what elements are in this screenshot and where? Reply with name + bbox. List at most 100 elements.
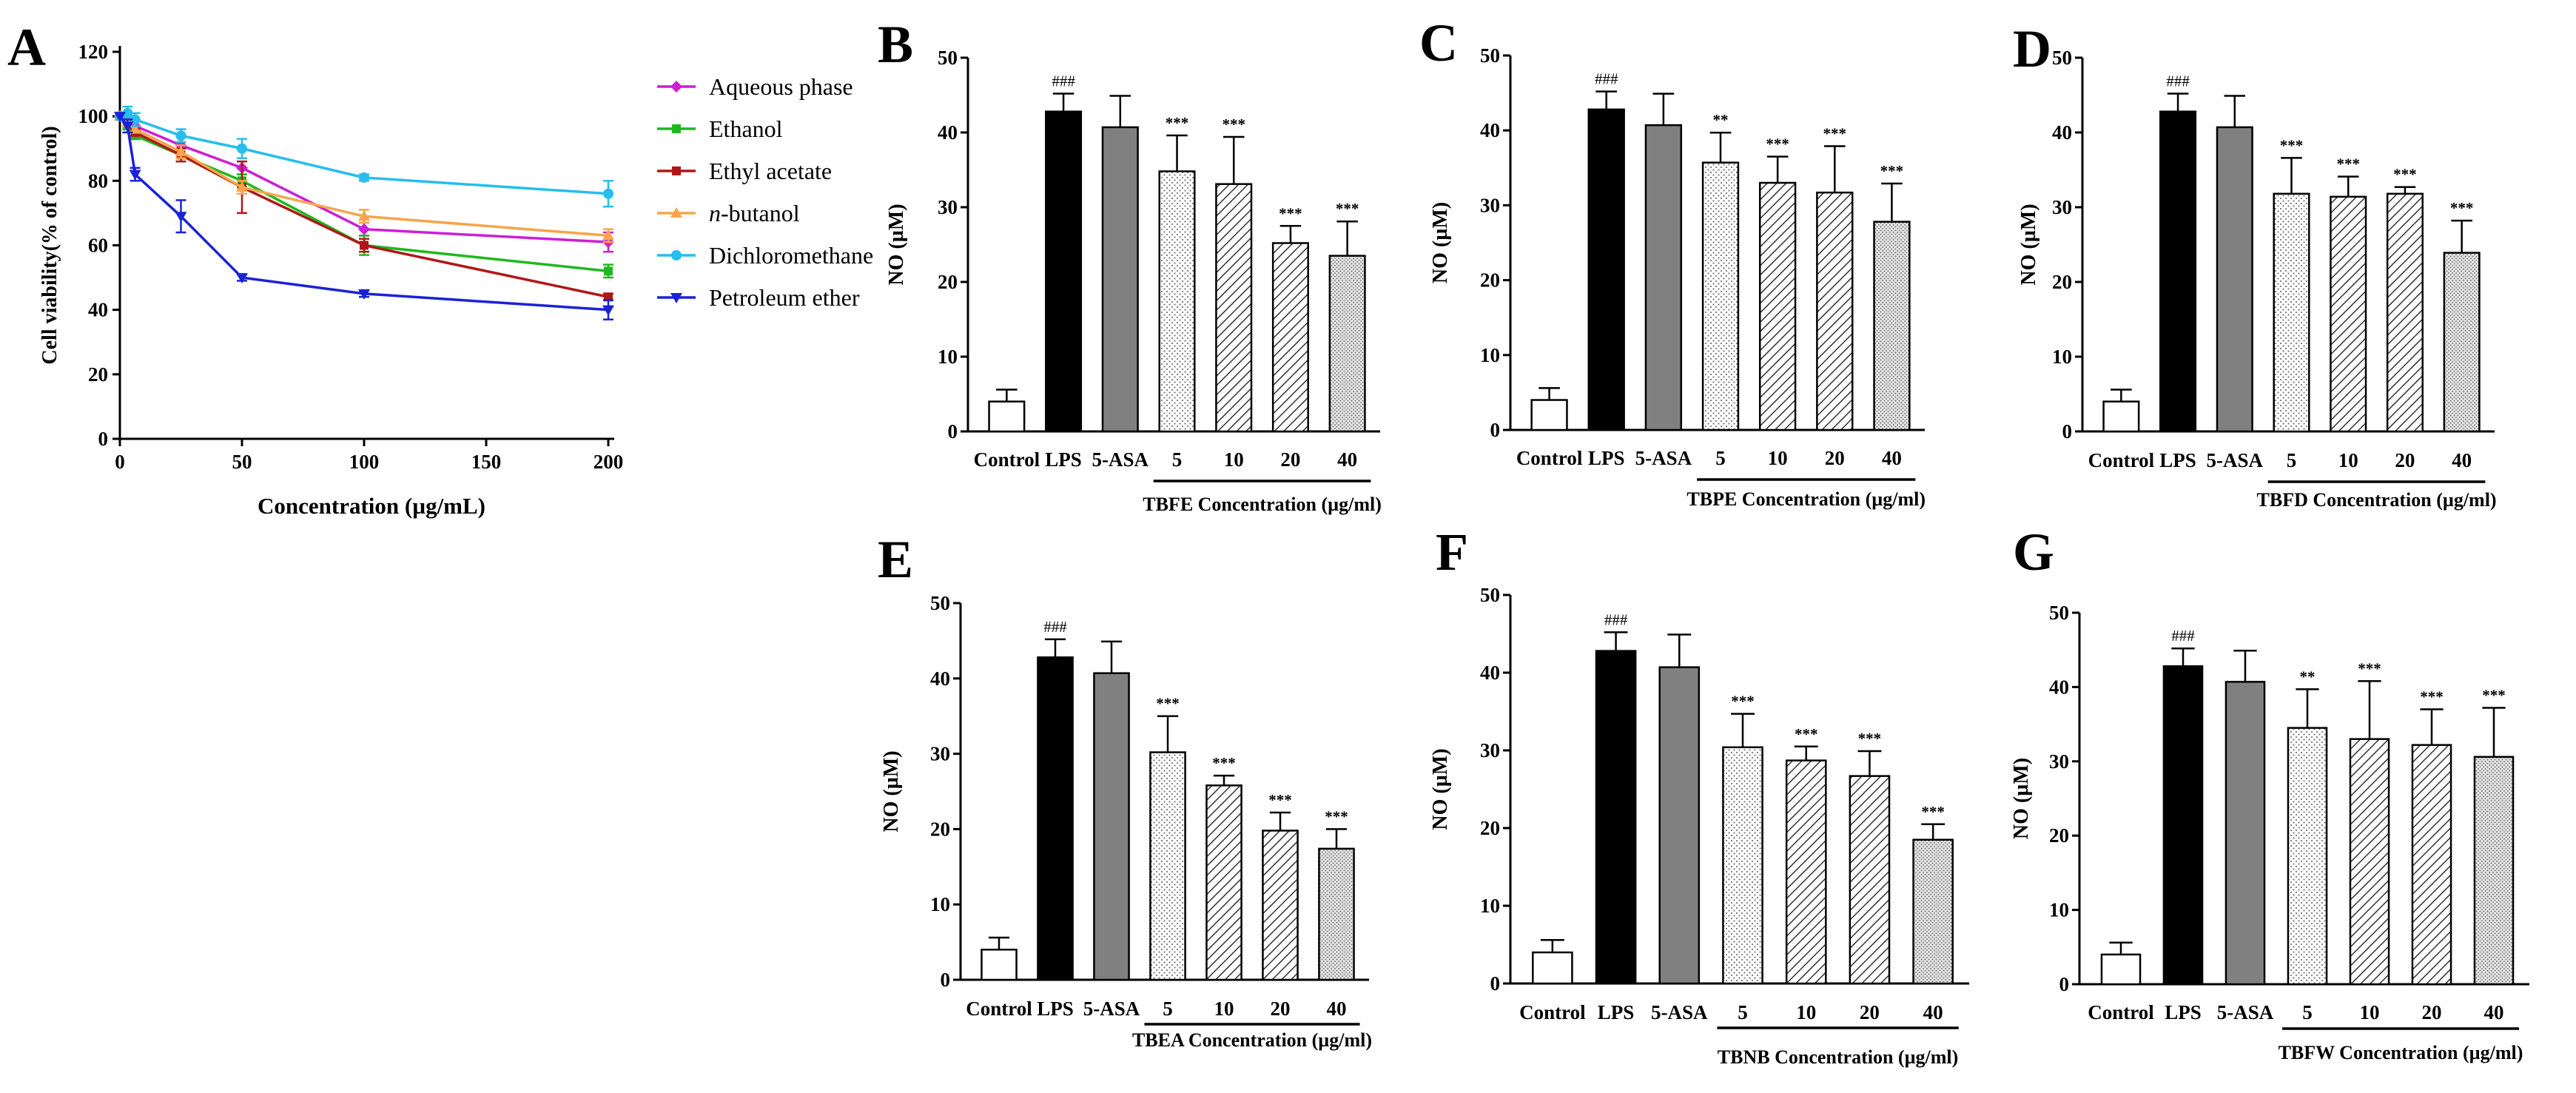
- legend-item-dichloromethane: Dichloromethane: [657, 242, 873, 269]
- legend-label: Aqueous phase: [709, 73, 853, 100]
- x-tick-label: LPS: [1045, 448, 1082, 471]
- legend-item-aqueous-phase: Aqueous phase: [657, 73, 853, 100]
- data-point: [603, 188, 613, 199]
- y-tick-label: 10: [938, 346, 958, 368]
- y-tick-label: 0: [1490, 972, 1501, 995]
- significance-star: **: [1713, 111, 1729, 129]
- y-tick-label: 50: [1480, 44, 1500, 67]
- bar-control: [2100, 953, 2142, 986]
- y-tick-label: 10: [2052, 346, 2072, 368]
- y-tick-label: 10: [1480, 344, 1500, 366]
- legend-marker: [672, 167, 681, 175]
- significance-star: ***: [2450, 199, 2474, 217]
- y-tick-label: 40: [938, 121, 958, 144]
- x-tick-label: Control: [974, 448, 1040, 471]
- x-tick-label: 20: [2422, 1001, 2442, 1023]
- significance-star: ***: [2393, 166, 2417, 184]
- x-tick-label: LPS: [1037, 998, 1074, 1020]
- y-axis-title: NO (µM): [880, 750, 903, 832]
- x-tick-label: LPS: [1598, 1001, 1635, 1023]
- bar-5-asa: [1101, 126, 1139, 433]
- data-point: [114, 112, 126, 123]
- x-tick-label: 5-ASA: [2207, 449, 2264, 471]
- data-point: [358, 210, 370, 221]
- data-point: [175, 130, 186, 141]
- x-tick-label: 20: [2395, 449, 2415, 471]
- x-tick-label: 10: [2338, 449, 2358, 471]
- y-tick-label: 120: [78, 41, 109, 63]
- y-tick-label: 80: [88, 169, 108, 192]
- panel-letter: C: [1419, 13, 1458, 73]
- significance-star: ***: [1731, 693, 1755, 710]
- y-tick-label: 100: [78, 105, 109, 127]
- series-petroleum-ether: [114, 112, 614, 320]
- y-tick-label: 10: [1480, 895, 1500, 917]
- panel-letter: A: [7, 18, 46, 77]
- y-tick-label: 30: [2049, 750, 2069, 773]
- x-tick-label: 5-ASA: [1092, 448, 1149, 471]
- x-tick-label: 20: [1280, 448, 1300, 471]
- group-label: TBPE Concentration (µg/ml): [1686, 488, 1926, 510]
- legend-marker: [670, 207, 682, 218]
- significance-star: **: [2300, 667, 2316, 685]
- x-tick-label: 5: [1163, 998, 1173, 1020]
- legend-label: n-butanol: [709, 200, 800, 226]
- y-tick-label: 50: [938, 47, 958, 69]
- significance-star: ***: [1156, 695, 1180, 713]
- y-tick-label: 10: [2049, 899, 2069, 921]
- y-tick-label: 0: [2059, 973, 2070, 995]
- bar-40: [2443, 252, 2481, 433]
- x-tick-label: LPS: [2165, 1001, 2202, 1023]
- data-point: [175, 212, 187, 223]
- legend-marker: [671, 250, 682, 260]
- bar-5: [2287, 727, 2328, 986]
- panel-f: F 0 10 20 30 40 50 NO (µM) Control ### LPS 5-ASA ***…: [1429, 522, 1969, 1068]
- bar-control: [1530, 399, 1568, 431]
- y-tick-label: 40: [1480, 662, 1500, 684]
- panel-letter: D: [2013, 19, 2051, 78]
- bar-control: [2102, 400, 2140, 433]
- bar-40: [1912, 838, 1954, 985]
- x-tick-label: 5: [2302, 1001, 2313, 1023]
- bar-lps: [1045, 110, 1083, 433]
- data-point: [236, 273, 248, 284]
- significance-star: ***: [2482, 687, 2506, 704]
- bar-40: [1328, 255, 1366, 433]
- x-tick-label: 0: [115, 451, 125, 473]
- bar-control: [981, 949, 1018, 981]
- panel-e: E 0 10 20 30 40 50 NO (µM) Control ### LPS 5-ASA ***…: [878, 530, 1372, 1051]
- legend-label: Ethyl acetate: [709, 158, 832, 184]
- x-tick-label: 200: [593, 451, 624, 473]
- y-tick-label: 20: [1480, 269, 1500, 292]
- bar-control: [1532, 951, 1573, 985]
- x-tick-label: Control: [966, 998, 1032, 1020]
- y-tick-label: 30: [930, 743, 950, 765]
- significance-star: ***: [1279, 204, 1302, 222]
- bar-5: [2273, 192, 2310, 433]
- significance-star: ***: [1212, 754, 1236, 772]
- bar-10: [1215, 183, 1253, 433]
- x-tick-label: 40: [1923, 1001, 1943, 1023]
- bar-5-asa: [2224, 681, 2266, 986]
- significance-star: ***: [1880, 162, 1904, 180]
- significance-hash: ###: [1604, 611, 1628, 628]
- data-point: [358, 223, 370, 235]
- bar-20: [1262, 830, 1299, 981]
- bar-lps: [2159, 110, 2197, 433]
- significance-star: ***: [2358, 659, 2381, 677]
- y-tick-label: 20: [930, 818, 950, 840]
- y-tick-label: 50: [2049, 602, 2069, 624]
- x-tick-label: 10: [1224, 448, 1244, 471]
- data-point: [602, 229, 614, 241]
- y-tick-label: 20: [1480, 817, 1500, 839]
- bar-20: [1849, 775, 1891, 985]
- significance-star: ***: [1325, 807, 1348, 825]
- y-tick-label: 0: [941, 969, 951, 991]
- legend: Aqueous phase Ethanol Ethyl acetate n-butan…: [657, 73, 873, 311]
- bar-5: [1149, 751, 1186, 981]
- bar-lps: [2162, 665, 2204, 986]
- y-tick-label: 20: [88, 363, 108, 386]
- significance-star: ***: [2336, 155, 2360, 173]
- y-tick-label: 40: [88, 299, 108, 321]
